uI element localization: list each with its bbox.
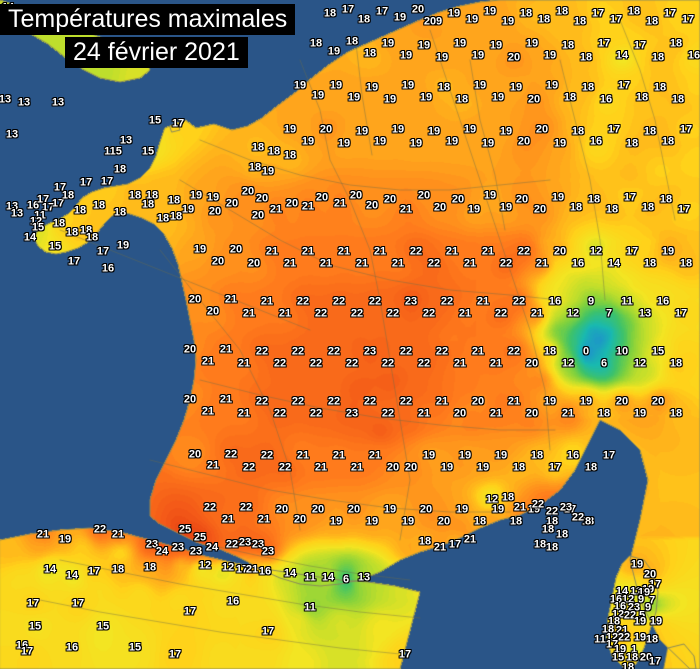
- map-title-block: Températures maximales 24 février 2021: [0, 4, 296, 68]
- map-title-primary: Températures maximales: [0, 4, 296, 35]
- map-title-date: 24 février 2021: [65, 37, 248, 68]
